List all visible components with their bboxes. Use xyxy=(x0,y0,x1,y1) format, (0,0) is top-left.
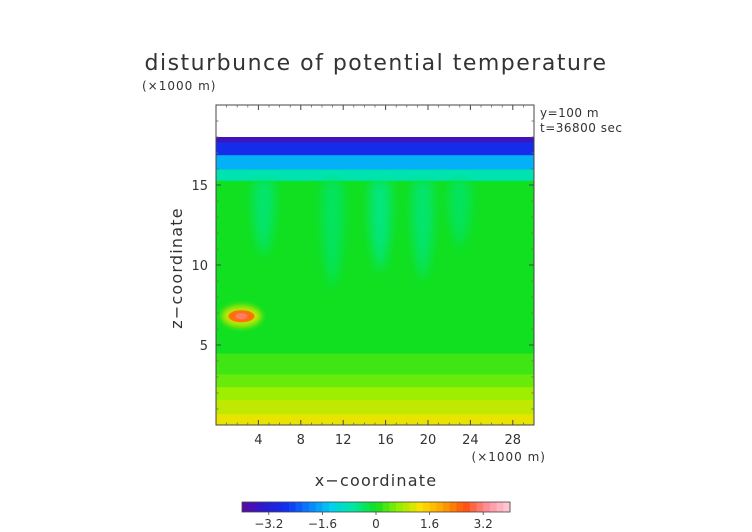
field-band-2 xyxy=(216,386,534,400)
colorbar-cell xyxy=(355,502,364,512)
field-band-0 xyxy=(216,413,534,425)
colorbar-cell xyxy=(335,502,343,512)
x-axis-label: x−coordinate xyxy=(315,471,438,490)
x-tick-label-20: 20 xyxy=(420,433,437,448)
colorbar-cell xyxy=(396,502,404,512)
colorbar: −3.2 −1.6 0 1.6 3.2 xyxy=(241,501,511,531)
annotation-y: y=100 m xyxy=(540,106,599,120)
y-axis: 5 10 15 xyxy=(191,120,534,410)
y-tick-label-15: 15 xyxy=(191,179,208,194)
field-band-9 xyxy=(216,137,534,143)
colorbar-cell xyxy=(248,502,256,512)
plume-0 xyxy=(252,180,275,257)
colorbar-cell xyxy=(443,502,451,512)
anomaly-layer xyxy=(221,305,262,328)
colorbar-cell xyxy=(349,502,357,512)
colorbar-cell xyxy=(503,502,511,512)
colorbar-cell xyxy=(369,502,377,512)
plume-layer xyxy=(252,180,471,289)
field-band-1 xyxy=(216,399,534,415)
colorbar-cell xyxy=(456,502,464,512)
colorbar-cell xyxy=(483,502,491,512)
colorbar-cell xyxy=(275,502,283,512)
annotation-t: t=36800 sec xyxy=(540,121,622,135)
colorbar-cell xyxy=(469,502,477,512)
colorbar-cell xyxy=(389,502,397,512)
colorbar-cell xyxy=(295,502,303,512)
plume-2 xyxy=(369,180,392,273)
top-unit-label: (×1000 m) xyxy=(142,79,216,93)
colorbar-cell xyxy=(376,502,384,512)
plume-4 xyxy=(449,180,471,249)
colorbar-cell xyxy=(416,502,424,512)
x-tick-label-16: 16 xyxy=(377,433,394,448)
x-tick-label-28: 28 xyxy=(505,433,522,448)
y-tick-label-10: 10 xyxy=(191,259,208,274)
plot-area xyxy=(216,105,534,425)
field-band-3 xyxy=(216,373,534,388)
colorbar-cell xyxy=(476,502,484,512)
colorbar-cell xyxy=(242,502,250,512)
colorbar-tick-label-4: 3.2 xyxy=(474,517,493,531)
colorbar-cell xyxy=(329,502,337,512)
colorbar-cell xyxy=(429,502,437,512)
field-band-6 xyxy=(216,169,534,181)
colorbar-cell xyxy=(322,502,330,512)
field-band-4 xyxy=(216,353,534,375)
colorbar-cell xyxy=(282,502,290,512)
colorbar-cell xyxy=(342,502,350,512)
field-band-8 xyxy=(216,141,534,156)
field-band-7 xyxy=(216,154,534,170)
colorbar-cell xyxy=(302,502,310,512)
plume-3 xyxy=(411,180,434,281)
colorbar-cell xyxy=(449,502,457,512)
chart-title: disturbunce of potential temperature xyxy=(145,51,608,76)
colorbar-tick-label-2: 0 xyxy=(372,517,380,531)
x-tick-label-8: 8 xyxy=(297,433,305,448)
x-tick-label-24: 24 xyxy=(462,433,479,448)
bottom-unit-label: (×1000 m) xyxy=(472,450,546,464)
anomaly-peak xyxy=(235,313,248,320)
colorbar-cell xyxy=(409,502,417,512)
colorbar-cell xyxy=(315,502,323,512)
x-axis: 4 8 12 16 20 24 28 xyxy=(226,105,524,448)
colorbar-tick-label-0: −3.2 xyxy=(254,517,283,531)
colorbar-cell xyxy=(362,502,370,512)
colorbar-cell xyxy=(463,502,471,512)
colorbar-tick-label-3: 1.6 xyxy=(420,517,439,531)
colorbar-cell xyxy=(262,502,270,512)
colorbar-cell xyxy=(382,502,390,512)
colorbar-cell xyxy=(255,502,263,512)
colorbar-tick-label-1: −1.6 xyxy=(308,517,337,531)
colorbar-cell xyxy=(496,502,504,512)
plume-1 xyxy=(321,180,344,289)
colorbar-cell xyxy=(268,502,276,512)
colorbar-cell xyxy=(489,502,498,512)
y-tick-label-5: 5 xyxy=(200,339,208,354)
colorbar-cell xyxy=(309,502,317,512)
colorbar-cell xyxy=(402,502,410,512)
x-tick-label-4: 4 xyxy=(254,433,262,448)
x-tick-label-12: 12 xyxy=(335,433,352,448)
y-axis-label: z−coordinate xyxy=(167,207,186,329)
colorbar-cell xyxy=(436,502,444,512)
colorbar-cell xyxy=(288,502,297,512)
colorbar-cell xyxy=(422,502,431,512)
